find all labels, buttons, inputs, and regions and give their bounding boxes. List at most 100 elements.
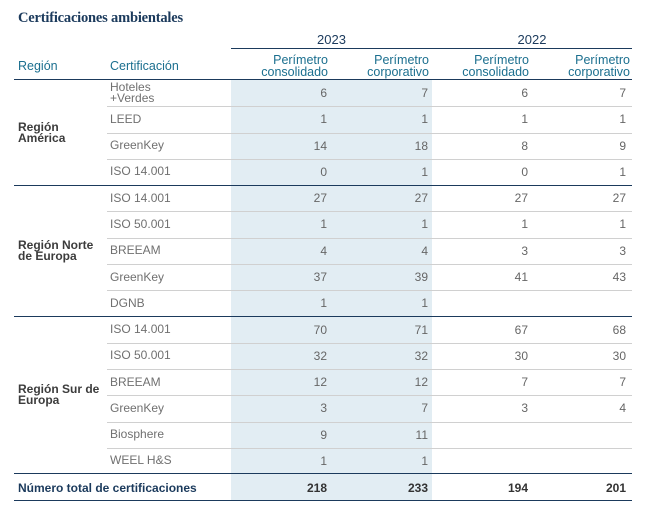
value-cell: 27 xyxy=(313,191,327,206)
certification-label: GreenKey xyxy=(110,138,165,153)
value-cell: 32 xyxy=(313,348,327,363)
value-cell: 27 xyxy=(612,191,626,206)
region-divider xyxy=(14,316,632,318)
value-cell: 37 xyxy=(313,270,327,285)
row-divider xyxy=(107,237,632,239)
header-2023-corporativo: Perímetro corporativo xyxy=(367,53,429,79)
value-cell: 6 xyxy=(521,86,528,101)
certification-label: ISO 50.001 xyxy=(110,348,171,363)
value-cell: 7 xyxy=(421,86,428,101)
value-cell: 3 xyxy=(521,243,528,258)
value-cell: 7 xyxy=(619,86,626,101)
year-divider-2022 xyxy=(432,48,632,49)
total-2023-corporativo: 233 xyxy=(407,481,428,495)
row-divider xyxy=(107,421,632,423)
total-rule-bottom xyxy=(14,500,632,501)
header-region: Región xyxy=(18,59,58,73)
value-cell: 3 xyxy=(619,243,626,258)
value-cell: 1 xyxy=(421,164,428,179)
year-2022: 2022 xyxy=(517,32,547,47)
value-cell: 3 xyxy=(521,401,528,416)
certification-label: GreenKey xyxy=(110,269,165,284)
value-cell: 12 xyxy=(414,375,428,390)
value-cell: 1 xyxy=(421,112,428,127)
value-cell: 27 xyxy=(414,191,428,206)
value-cell: 9 xyxy=(320,427,327,442)
value-cell: 1 xyxy=(619,164,626,179)
value-cell: 0 xyxy=(521,164,528,179)
certification-label: ISO 50.001 xyxy=(110,216,171,231)
total-2023-consolidado: 218 xyxy=(306,481,327,495)
value-cell: 39 xyxy=(414,270,428,285)
value-cell: 6 xyxy=(320,86,327,101)
value-cell: 1 xyxy=(421,217,428,232)
year-divider-2023 xyxy=(231,48,432,49)
table-title: Certificaciones ambientales xyxy=(18,10,183,26)
total-2022-corporativo: 201 xyxy=(605,481,626,495)
certification-label: ISO 14.001 xyxy=(110,322,171,337)
row-divider xyxy=(107,263,632,265)
value-cell: 1 xyxy=(421,453,428,468)
value-cell: 43 xyxy=(612,270,626,285)
certification-label: BREEAM xyxy=(110,243,161,258)
value-cell: 1 xyxy=(521,217,528,232)
value-cell: 30 xyxy=(514,348,528,363)
value-cell: 14 xyxy=(313,138,327,153)
total-2022-consolidado: 194 xyxy=(507,481,528,495)
value-cell: 70 xyxy=(313,322,327,337)
header-certification: Certificación xyxy=(110,59,179,73)
value-cell: 1 xyxy=(320,296,327,311)
value-cell: 4 xyxy=(320,243,327,258)
total-rule-top xyxy=(14,473,632,474)
value-cell: 4 xyxy=(619,401,626,416)
header-rule xyxy=(14,79,632,80)
value-cell: 67 xyxy=(514,322,528,337)
row-divider xyxy=(107,342,632,344)
value-cell: 1 xyxy=(619,112,626,127)
row-divider xyxy=(107,158,632,160)
value-cell: 68 xyxy=(612,322,626,337)
row-divider xyxy=(107,211,632,213)
certification-label: WEEL H&S xyxy=(110,453,172,468)
value-cell: 12 xyxy=(313,375,327,390)
value-cell: 7 xyxy=(421,401,428,416)
value-cell: 3 xyxy=(320,401,327,416)
region-divider xyxy=(14,185,632,187)
value-cell: 1 xyxy=(320,112,327,127)
value-cell: 7 xyxy=(619,375,626,390)
row-divider xyxy=(107,290,632,292)
value-cell: 4 xyxy=(421,243,428,258)
certification-label: GreenKey xyxy=(110,400,165,415)
row-divider xyxy=(107,106,632,108)
certification-label: Biosphere xyxy=(110,427,165,442)
region-label: Región Norte de Europa xyxy=(18,237,94,263)
certification-label: DGNB xyxy=(110,295,145,310)
certification-label: ISO 14.001 xyxy=(110,164,171,179)
value-cell: 71 xyxy=(414,322,428,337)
header-2022-corporativo: Perímetro corporativo xyxy=(568,53,630,79)
certification-label: BREEAM xyxy=(110,374,161,389)
value-cell: 1 xyxy=(320,217,327,232)
value-cell: 41 xyxy=(514,270,528,285)
value-cell: 1 xyxy=(619,217,626,232)
certification-label: LEED xyxy=(110,111,142,126)
value-cell: 11 xyxy=(415,427,428,442)
certification-label: Hoteles +Verdes xyxy=(110,80,155,106)
value-cell: 18 xyxy=(414,138,428,153)
value-cell: 7 xyxy=(521,375,528,390)
region-label: Región Sur de Europa xyxy=(18,382,100,408)
row-divider xyxy=(107,447,632,449)
value-cell: 1 xyxy=(521,112,528,127)
value-cell: 8 xyxy=(521,138,528,153)
header-2022-consolidado: Perímetro consolidado xyxy=(462,53,529,79)
header-2023-consolidado: Perímetro consolidado xyxy=(261,53,328,79)
certification-label: ISO 14.001 xyxy=(110,190,171,205)
value-cell: 1 xyxy=(320,453,327,468)
row-divider xyxy=(107,368,632,370)
row-divider xyxy=(107,132,632,134)
region-label: Región América xyxy=(18,119,66,145)
total-label: Número total de certificaciones xyxy=(18,481,197,495)
value-cell: 1 xyxy=(421,296,428,311)
row-divider xyxy=(107,395,632,397)
value-cell: 27 xyxy=(514,191,528,206)
